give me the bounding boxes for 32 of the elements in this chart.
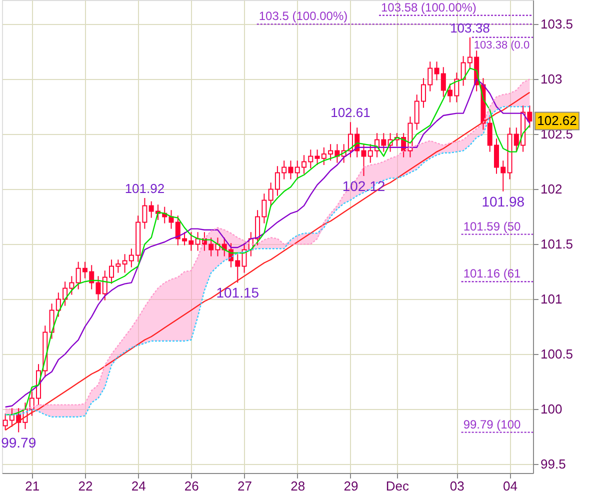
y-tick-label: 100 bbox=[540, 402, 562, 417]
y-tick-label: 102 bbox=[540, 182, 562, 197]
annotation: 99.79 bbox=[1, 434, 36, 450]
annotation: 101.15 bbox=[216, 284, 260, 301]
x-tick-label: 29 bbox=[344, 478, 358, 494]
y-tick-label: 99.5 bbox=[540, 456, 566, 472]
x-tick-label: 28 bbox=[290, 478, 306, 494]
y-tick-label: 103 bbox=[540, 72, 562, 87]
annotation: 101.92 bbox=[124, 181, 165, 196]
y-tick-label: 103.5 bbox=[540, 16, 574, 32]
x-tick-label: 27 bbox=[238, 478, 252, 494]
ref-line-label: 103.5 (100.00%) bbox=[258, 9, 348, 24]
y-tick-label: 100.5 bbox=[540, 346, 574, 362]
x-tick-label: 04 bbox=[503, 478, 518, 494]
x-tick-label: 03 bbox=[450, 478, 464, 494]
ref-line-label: 101.16 (61 bbox=[463, 266, 522, 281]
ref-line-label: 103.38 (0.0 bbox=[474, 39, 530, 52]
x-tick-label: 24 bbox=[131, 478, 146, 494]
annotation: 102.12 bbox=[342, 178, 386, 194]
ref-line-label: 101.59 (50 bbox=[463, 219, 522, 234]
annotation: 102.61 bbox=[330, 105, 370, 120]
annotation: 102.62 bbox=[537, 113, 577, 128]
x-tick-label: 21 bbox=[25, 478, 40, 494]
y-tick-label: 101 bbox=[540, 292, 562, 307]
ref-line-label: 103.58 (100.00%) bbox=[381, 0, 476, 14]
annotation: 103.38 bbox=[450, 20, 490, 36]
x-tick-label: Dec bbox=[386, 478, 410, 494]
annotation: 101.98 bbox=[482, 193, 525, 210]
x-tick-label: 26 bbox=[184, 478, 199, 494]
ref-line-label: 99.79 (100 bbox=[463, 417, 522, 432]
y-tick-label: 101.5 bbox=[540, 236, 574, 252]
x-tick-label: 22 bbox=[78, 478, 93, 494]
